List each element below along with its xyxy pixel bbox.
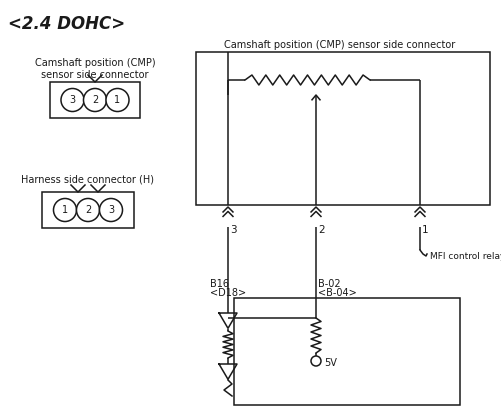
Text: 1: 1 [62,205,68,215]
Circle shape [311,356,321,366]
Circle shape [106,89,129,112]
Text: 5V: 5V [324,358,337,368]
Text: 1: 1 [422,225,429,235]
Bar [234,298,460,405]
Text: 3: 3 [70,95,76,105]
Text: <B-04>: <B-04> [318,288,357,298]
Circle shape [100,199,123,222]
Circle shape [54,199,77,222]
Text: 2: 2 [85,205,91,215]
Text: <D18>: <D18> [210,288,246,298]
Text: 3: 3 [230,225,236,235]
Text: B16: B16 [210,279,229,289]
Bar [50,82,140,118]
Text: 1: 1 [114,95,121,105]
Circle shape [61,89,84,112]
Bar [196,52,490,205]
Text: B-02: B-02 [318,279,341,289]
Text: Harness side connector (H): Harness side connector (H) [22,175,154,185]
Bar [42,192,134,228]
Text: 2: 2 [92,95,98,105]
Text: MFI control relay: MFI control relay [430,252,501,261]
Text: Camshaft position (CMP) sensor side connector: Camshaft position (CMP) sensor side conn… [224,40,455,50]
Text: 2: 2 [318,225,325,235]
Circle shape [77,199,100,222]
Text: 3: 3 [108,205,114,215]
Circle shape [84,89,107,112]
Text: sensor side connector: sensor side connector [41,70,149,80]
Text: Camshaft position (CMP): Camshaft position (CMP) [35,58,155,68]
Text: <2.4 DOHC>: <2.4 DOHC> [8,15,125,33]
